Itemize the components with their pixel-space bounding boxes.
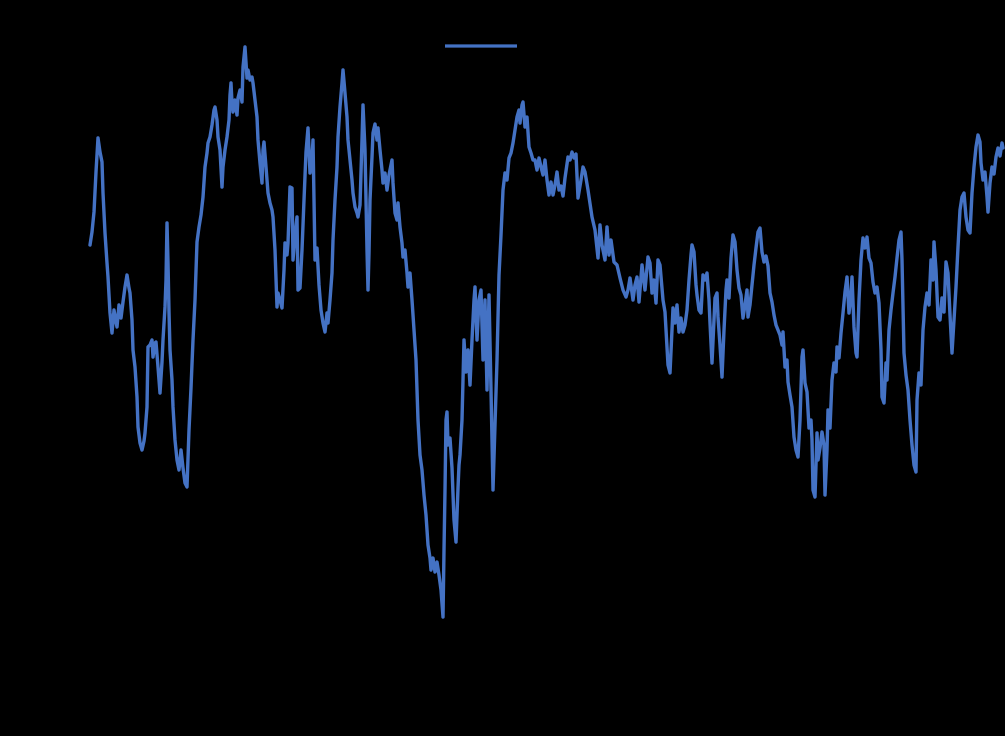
data-line (88, 45, 1005, 619)
